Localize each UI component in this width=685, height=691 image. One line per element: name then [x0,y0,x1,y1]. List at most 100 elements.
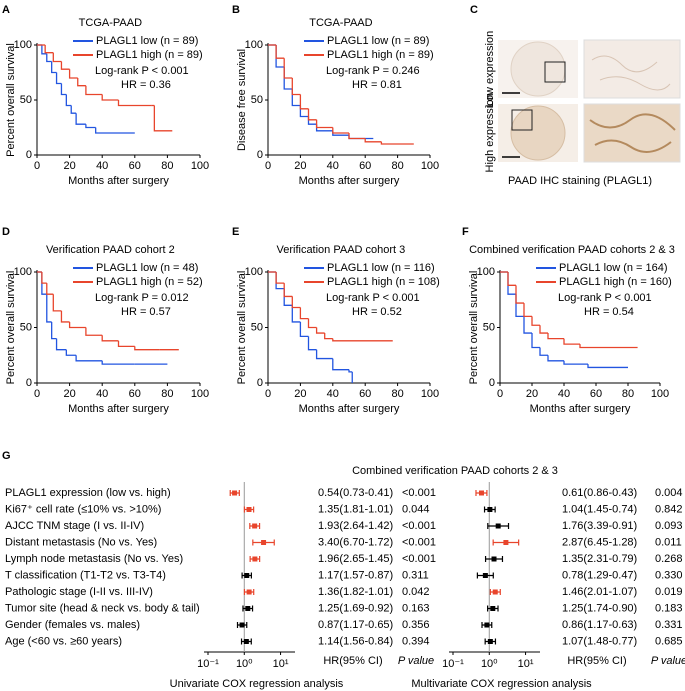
x-axis-label: Univariate COX regression analysis [170,678,344,690]
y-tick-label: 0 [257,377,263,389]
km-step [348,369,353,373]
km-step [283,58,293,79]
x-tick-label: 0 [265,160,271,172]
legend-label: PLAGL1 low (n = 48) [96,262,198,274]
km-step [299,321,309,338]
km-step [68,69,78,79]
p-value: 0.685 [655,635,683,647]
km-step [55,338,67,351]
annotation: Log-rank P < 0.001 [326,292,420,304]
km-step [65,94,72,107]
x-tick-label: 0 [265,388,271,400]
km-step [60,310,70,323]
legend-label: PLAGL1 high (n = 52) [96,276,203,288]
hr-point [252,556,258,562]
row-label: High expression [484,94,496,173]
km-step [348,133,366,140]
hr-label: 1.25(1.74-0.90) [562,602,637,614]
hr-label: 1.25(1.69-0.92) [318,602,393,614]
annotation: HR = 0.36 [121,79,171,91]
x-tick-label: 10⁻¹ [197,658,219,670]
hr-point [484,622,490,628]
km-step [291,89,301,107]
y-tick-label: 100 [477,266,495,278]
hr-point [244,573,250,578]
p-value: <0.001 [402,536,436,548]
x-axis-label: Months after surgery [68,403,169,415]
p-value: 0.311 [402,569,429,581]
y-tick-label: 0 [257,149,263,161]
x-tick-label: 100 [651,388,669,400]
x-tick-label: 80 [391,160,403,172]
panel-label: D [2,226,10,238]
legend-label: PLAGL1 high (n = 89) [96,49,203,61]
panel-c-images [498,39,681,163]
x-tick-label: 10¹ [273,658,289,670]
x-tick-label: 10⁰ [481,658,498,670]
km-step [75,355,103,362]
km-step [299,105,309,118]
km-step [283,283,293,298]
row-label: AJCC TNM stage (I vs. II-IV) [5,520,144,532]
hr-header: HR(95% CI) [323,655,382,667]
annotation: Log-rank P = 0.012 [95,292,189,304]
zoom-box [511,109,533,131]
hr-label: 3.40(6.70-1.72) [318,536,393,548]
x-tick-label: 40 [96,388,108,400]
tissue-core-low [510,41,566,97]
km-step [275,45,285,68]
chart-title: Combined verification PAAD cohorts 2 & 3 [352,465,558,477]
km-step [44,45,54,54]
km-step [315,327,325,334]
p-value: 0.093 [655,520,683,532]
y-axis-label: Percent overall survival [236,271,248,385]
km-step [51,61,57,74]
p-value: 0.019 [655,586,683,598]
zoom-box [544,61,566,83]
x-tick-label: 0 [34,160,40,172]
panel-label: B [232,4,240,16]
caption: PAAD IHC staining (PLAGL1) [508,175,652,187]
x-tick-label: 10⁻¹ [442,658,464,670]
km-step [523,316,532,334]
p-value: 0.183 [655,602,683,614]
y-axis-label: Disease free survival [236,49,248,151]
x-tick-label: 0 [497,388,503,400]
km-step [46,283,54,295]
row-label: T classification (T1-T2 vs. T3-T4) [5,569,166,581]
x-tick-label: 20 [63,388,75,400]
km-step [547,355,564,362]
hr-label: 1.46(2.01-1.07) [562,586,637,598]
km-step [531,316,540,326]
hr-point [245,606,251,611]
x-tick-label: 40 [327,388,339,400]
chart-title: Verification PAAD cohort 3 [276,244,405,256]
hr-label: 1.17(1.57-0.87) [318,569,393,581]
x-tick-label: 20 [526,388,538,400]
km-step [75,113,86,125]
panel-label: E [232,226,239,238]
km-step [299,307,309,320]
p-value: <0.001 [402,487,436,499]
km-step [101,335,119,342]
km-step [291,305,301,323]
y-tick-label: 0 [26,377,32,389]
km-step [52,52,62,63]
x-tick-label: 80 [161,388,173,400]
hr-point [492,589,498,595]
y-tick-label: 50 [20,94,32,106]
annotation: HR = 0.54 [584,306,634,318]
row-label: Tumor site (head & neck vs. body & tail) [5,602,200,614]
hr-point [252,523,258,529]
y-tick-label: 100 [14,39,32,51]
y-axis-label: Percent overall survival [5,43,17,157]
row-label: Low expression [484,31,496,107]
hr-point [232,490,238,496]
hr-point [239,622,245,628]
y-tick-label: 100 [245,266,263,278]
hr-point [491,556,497,562]
hr-point [487,507,493,512]
hr-point [503,540,509,545]
km-step [117,340,135,348]
hr-label: 1.96(2.65-1.45) [318,553,393,565]
